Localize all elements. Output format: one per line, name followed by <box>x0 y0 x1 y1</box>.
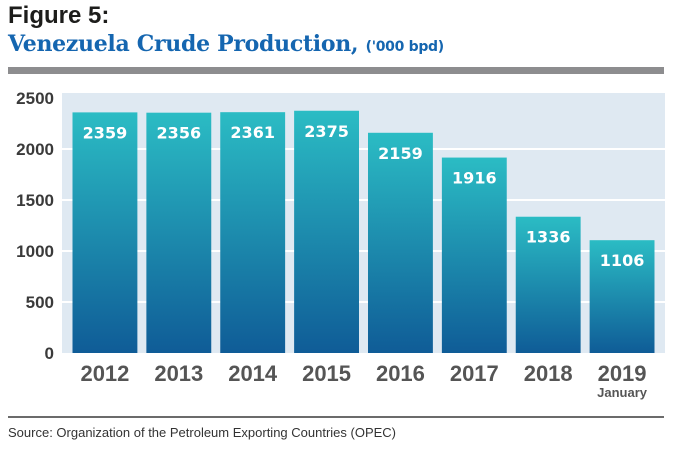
x-tick-label: 2015 <box>302 361 351 386</box>
chart-title-unit: ('000 bpd) <box>365 39 445 55</box>
data-labels: 2359 2356 2361 2375 2159 1916 1336 1106 <box>83 122 645 270</box>
figure-label: Figure 5: <box>8 2 110 29</box>
data-label: 2159 <box>378 144 423 163</box>
x-tick-label: 2013 <box>154 361 203 386</box>
data-label: 2375 <box>304 122 349 141</box>
x-tick-label: 2014 <box>228 361 278 386</box>
bar-2015 <box>294 110 359 353</box>
chart-title-main: Venezuela Crude Production, <box>8 31 359 57</box>
source-note: Source: Organization of the Petroleum Ex… <box>8 425 397 440</box>
y-tick-label: 1500 <box>16 191 54 210</box>
data-label: 1106 <box>600 251 645 270</box>
data-label: 2356 <box>157 124 202 143</box>
bar-2017 <box>441 157 507 353</box>
bar-2012 <box>72 112 138 353</box>
bar-2018 <box>515 216 581 353</box>
x-tick-label: 2019 <box>598 361 647 386</box>
bar-2013 <box>146 112 212 353</box>
x-tick-label: 2017 <box>450 361 499 386</box>
x-tick-label: 2016 <box>376 361 425 386</box>
y-tick-label: 1000 <box>16 242 54 261</box>
bar-2019 <box>589 240 655 353</box>
x-tick-label: 2012 <box>80 361 129 386</box>
chart-title: Venezuela Crude Production, ('000 bpd) <box>8 31 444 57</box>
y-tick-label: 2500 <box>16 89 54 108</box>
x-tick-sublabel: January <box>597 385 648 400</box>
bar-2014 <box>220 112 286 353</box>
data-label: 2359 <box>83 123 128 142</box>
y-tick-label: 0 <box>45 344 54 363</box>
data-label: 2361 <box>230 123 275 142</box>
y-tick-label: 2000 <box>16 140 54 159</box>
data-label: 1916 <box>452 169 497 188</box>
bottom-rule <box>8 416 664 418</box>
data-label: 1336 <box>526 228 571 247</box>
bars <box>72 110 655 353</box>
bar-2016 <box>368 132 433 353</box>
x-tick-label: 2018 <box>524 361 573 386</box>
y-axis-ticks: 0 500 1000 1500 2000 2500 <box>16 89 54 363</box>
y-tick-label: 500 <box>26 293 54 312</box>
top-rule <box>8 67 664 74</box>
